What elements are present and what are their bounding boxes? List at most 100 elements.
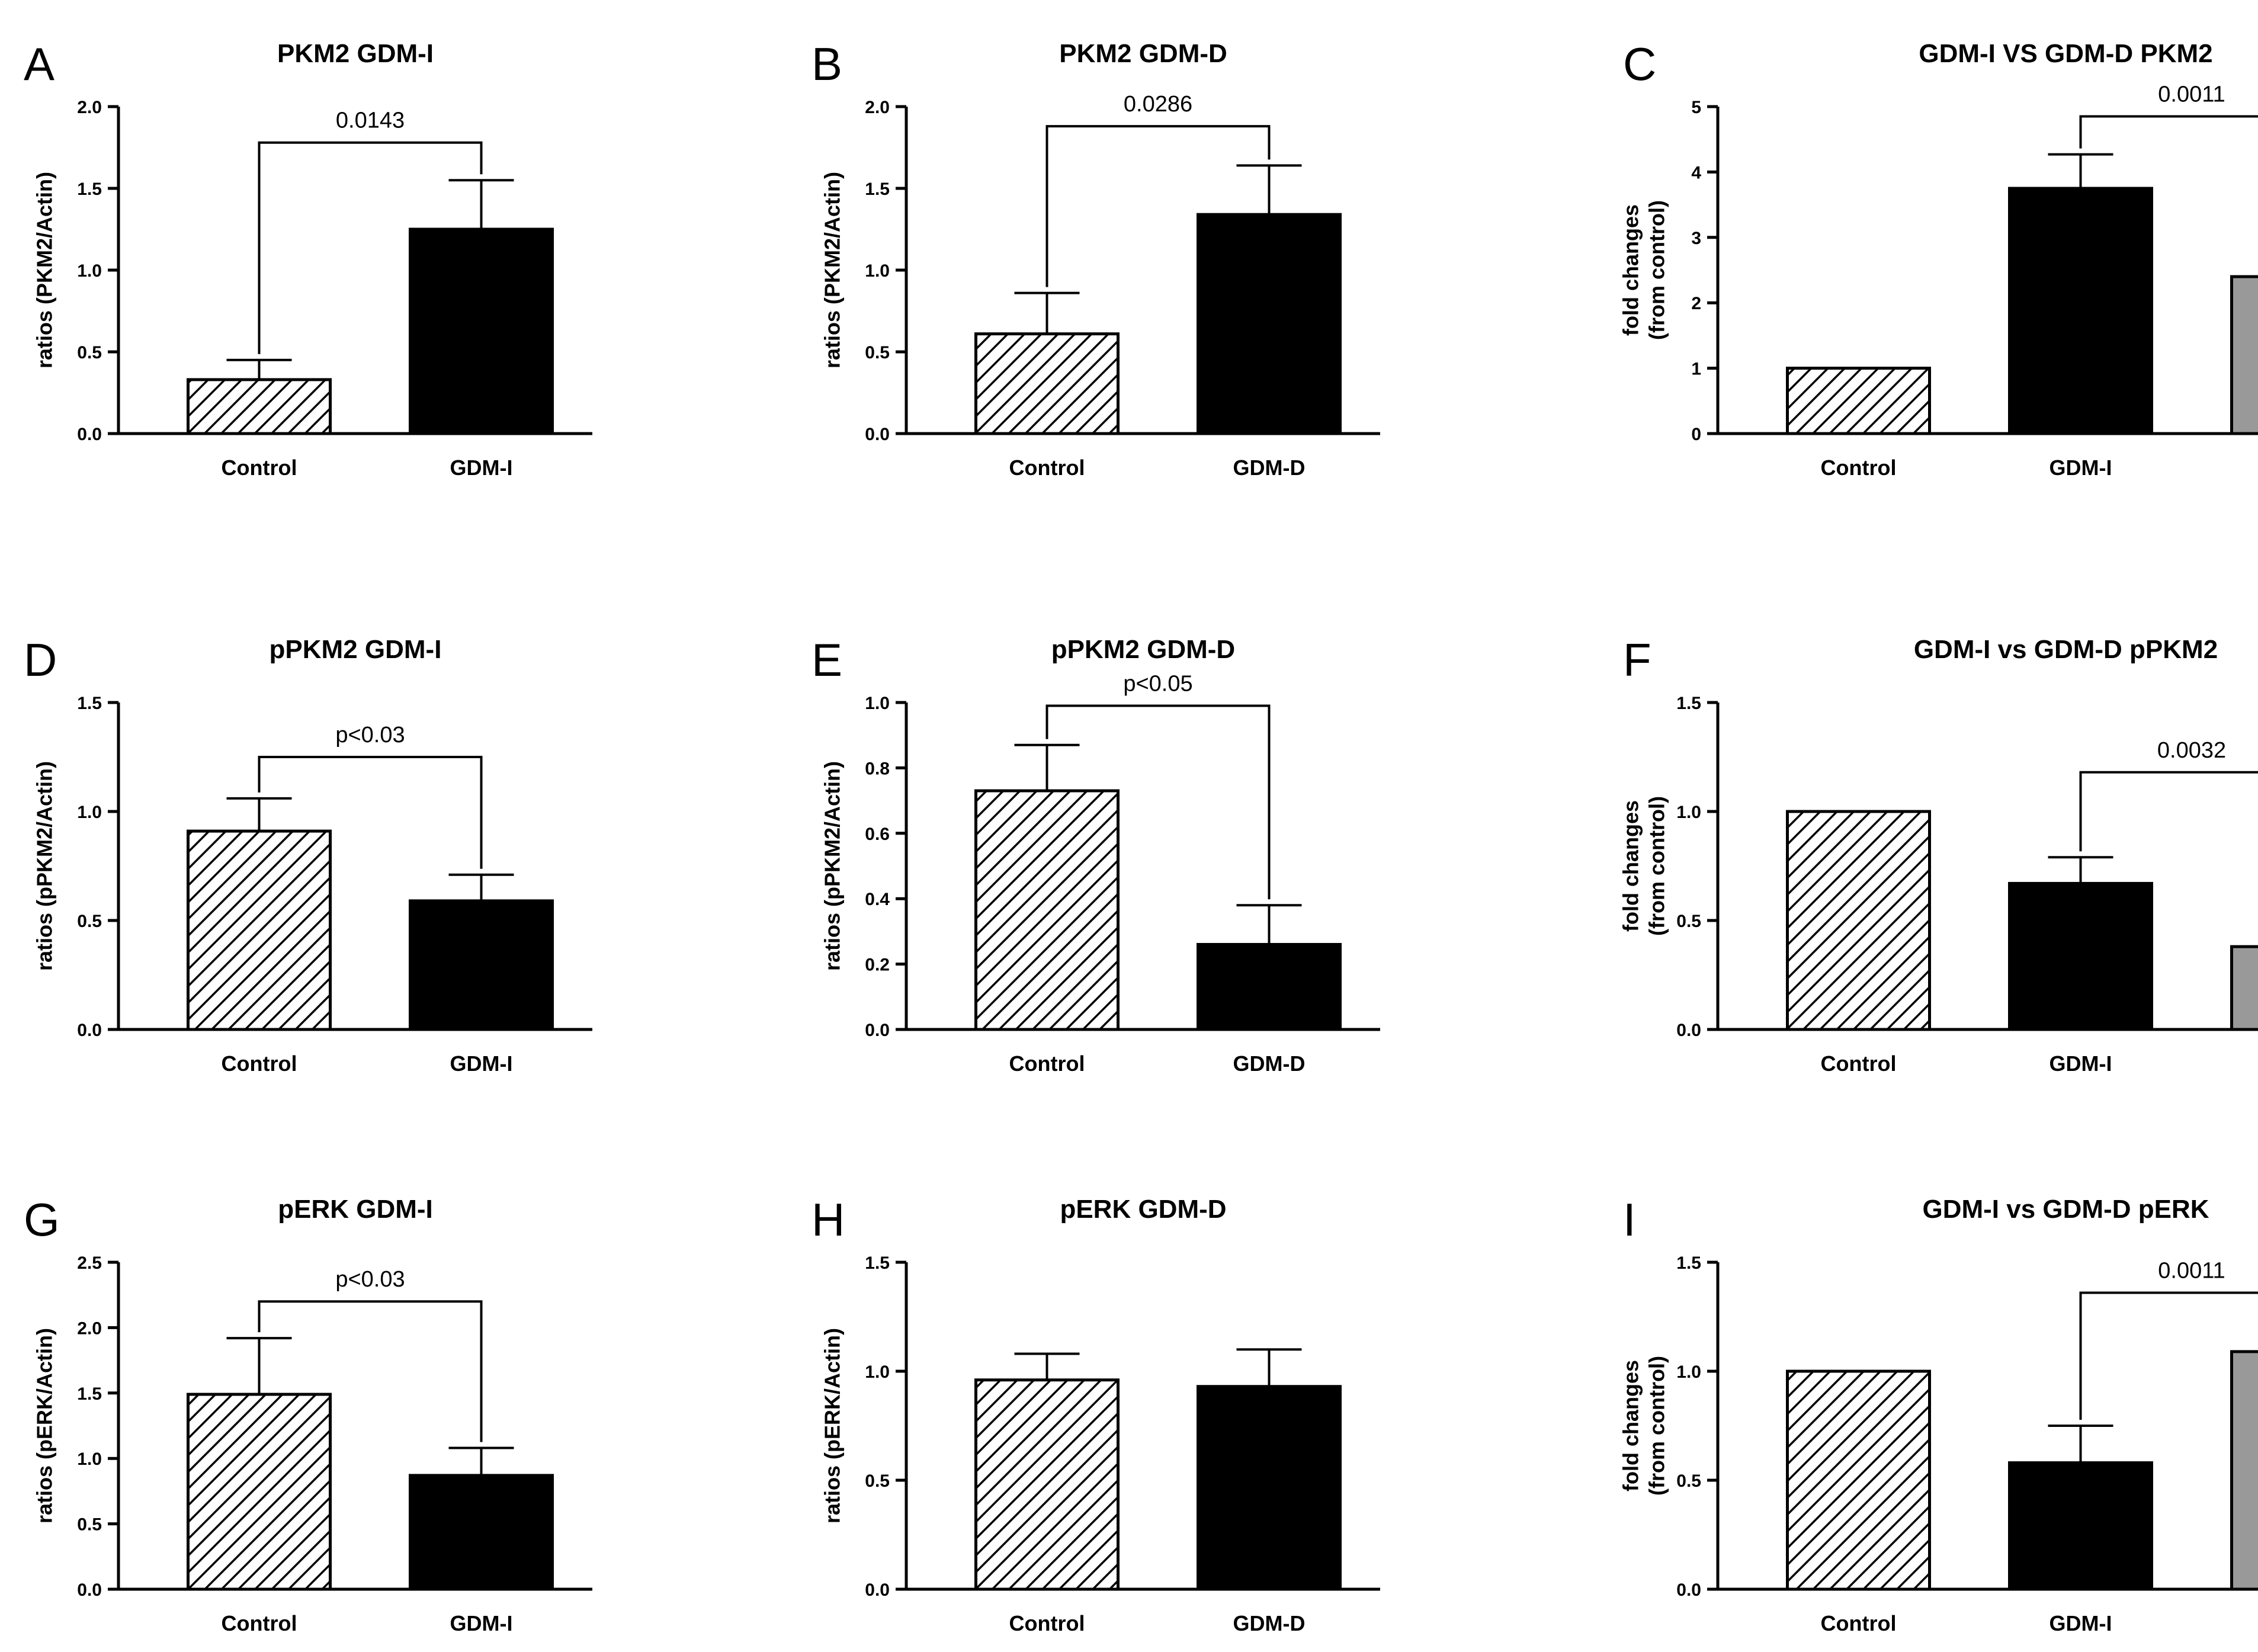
panel-letter: D (24, 634, 57, 686)
x-tick-label: Control (222, 1051, 297, 1076)
y-axis-label: ratios (pERK/Actin) (33, 1328, 57, 1523)
x-tick-label: GDM-D (1233, 455, 1306, 480)
y-tick-label: 2 (1691, 294, 1701, 313)
x-tick-label: Control (222, 455, 297, 480)
y-tick-label: 0.5 (77, 912, 102, 931)
y-tick-label: 3 (1691, 229, 1701, 248)
y-axis-label: (from control) (1645, 200, 1669, 340)
y-tick-label: 1.0 (77, 1449, 102, 1469)
bar-control (1786, 810, 1931, 1031)
y-tick-label: 0.5 (77, 343, 102, 363)
chart-title: GDM-I vs GDM-D pPKM2 (1914, 635, 2218, 664)
y-tick-label: 5 (1691, 98, 1701, 117)
y-axis-label: fold changes (1619, 1360, 1643, 1491)
y-tick-label: 0.5 (865, 343, 890, 363)
y-tick-label: 1.5 (1676, 1253, 1701, 1273)
significance-label: 0.0143 (336, 108, 405, 133)
y-tick-label: 0.0 (865, 1021, 890, 1040)
y-tick-label: 0.0 (1676, 1021, 1701, 1040)
y-tick-label: 0.0 (77, 425, 102, 444)
bar-gdm-d (1197, 942, 1342, 1031)
y-axis-label: (from control) (1645, 1356, 1669, 1496)
panel-a: A PKM2 GDM-I 0.0 0.5 1.0 1.5 2.0 ratios (PKM2/A… (24, 38, 592, 480)
significance-bracket (1045, 704, 1271, 900)
y-tick-label: 0.0 (865, 1580, 890, 1600)
significance-bracket (2079, 1291, 2258, 1420)
y-tick-label: 1.0 (77, 261, 102, 281)
bar-gdm-d (2230, 275, 2258, 435)
panel-c: C GDM-I VS GDM-D PKM2 0 1 2 3 4 5 fold changes (f… (1619, 38, 2258, 480)
x-tick-label: GDM-I (450, 1051, 513, 1076)
x-tick-label: Control (1821, 1611, 1897, 1635)
y-tick-label: 4 (1691, 163, 1701, 182)
chart-title: GDM-I VS GDM-D PKM2 (1919, 39, 2212, 68)
y-tick-label: 0.2 (865, 955, 890, 975)
significance-label: 0.0286 (1124, 92, 1192, 117)
x-tick-label: Control (222, 1611, 297, 1635)
panel-f: F GDM-I vs GDM-D pPKM2 0.0 0.5 1.0 1.5 fold ch… (1619, 634, 2258, 1076)
bar-control (187, 1393, 332, 1591)
chart-title: pERK GDM-I (278, 1195, 433, 1224)
x-tick-label: GDM-I (2049, 1611, 2112, 1635)
chart-title: pERK GDM-D (1060, 1195, 1226, 1224)
x-tick-label: GDM-I (450, 455, 513, 480)
x-tick-label: GDM-D (1233, 1611, 1306, 1635)
y-axis-label: ratios (PKM2/Actin) (820, 172, 845, 368)
x-tick-label: Control (1009, 1611, 1085, 1635)
y-tick-label: 0.0 (77, 1580, 102, 1600)
y-axis-label: ratios (PKM2/Actin) (33, 172, 57, 368)
x-tick-label: Control (1009, 455, 1085, 480)
y-axis-label: ratios (pPKM2/Actin) (820, 761, 845, 971)
significance-bracket (2079, 115, 2258, 149)
y-tick-label: 1.0 (77, 803, 102, 822)
y-tick-label: 1.0 (865, 261, 890, 281)
significance-label: p<0.05 (1123, 672, 1192, 697)
significance-label: p<0.03 (335, 1267, 405, 1292)
bar-gdm-d (2230, 1350, 2258, 1591)
y-tick-label: 1.0 (865, 1362, 890, 1382)
y-tick-label: 1.5 (77, 1384, 102, 1404)
y-axis-label: (from control) (1645, 796, 1669, 936)
bar-control (974, 1378, 1120, 1591)
bar-gdm-i (409, 899, 554, 1031)
y-tick-label: 2.0 (77, 98, 102, 117)
chart-title: PKM2 GDM-D (1059, 39, 1227, 68)
y-tick-label: 0.5 (1676, 1471, 1701, 1491)
bar-control (1786, 367, 1931, 435)
chart-title: PKM2 GDM-I (277, 39, 434, 68)
y-axis-label: fold changes (1619, 204, 1643, 336)
y-tick-label: 1.0 (1676, 1362, 1701, 1382)
x-tick-label: GDM-I (450, 1611, 513, 1635)
chart-title: pPKM2 GDM-D (1051, 635, 1235, 664)
y-tick-label: 0.0 (77, 1021, 102, 1040)
y-tick-label: 0.0 (1676, 1580, 1701, 1600)
x-tick-label: GDM-I (2049, 1051, 2112, 1076)
y-tick-label: 1.5 (865, 179, 890, 199)
bar-gdm-i (409, 1474, 554, 1591)
bar-control (187, 378, 332, 435)
y-tick-label: 0.5 (1676, 912, 1701, 931)
panel-b: B PKM2 GDM-D 0.0 0.5 1.0 1.5 2.0 ratios (PKM2/A… (812, 38, 1380, 480)
bar-gdm-i (2008, 187, 2153, 435)
bar-gdm-i (2008, 1461, 2153, 1591)
panel-letter: H (812, 1194, 845, 1246)
bar-gdm-i (409, 227, 554, 435)
significance-bracket (258, 141, 483, 354)
bar-control (187, 829, 332, 1031)
x-tick-label: Control (1821, 455, 1897, 480)
y-axis-label: ratios (pPKM2/Actin) (33, 761, 57, 971)
y-tick-label: 1.0 (1676, 803, 1701, 822)
y-tick-label: 0.5 (865, 1471, 890, 1491)
y-tick-label: 0.6 (865, 825, 890, 844)
y-tick-label: 2.0 (77, 1319, 102, 1338)
x-tick-label: Control (1821, 1051, 1897, 1076)
significance-label: 0.0032 (2157, 738, 2226, 763)
y-tick-label: 1 (1691, 360, 1701, 379)
significance-bracket (258, 1300, 483, 1442)
x-tick-label: GDM-D (1233, 1051, 1306, 1076)
y-tick-label: 0 (1691, 425, 1701, 444)
y-tick-label: 1.0 (865, 694, 890, 713)
